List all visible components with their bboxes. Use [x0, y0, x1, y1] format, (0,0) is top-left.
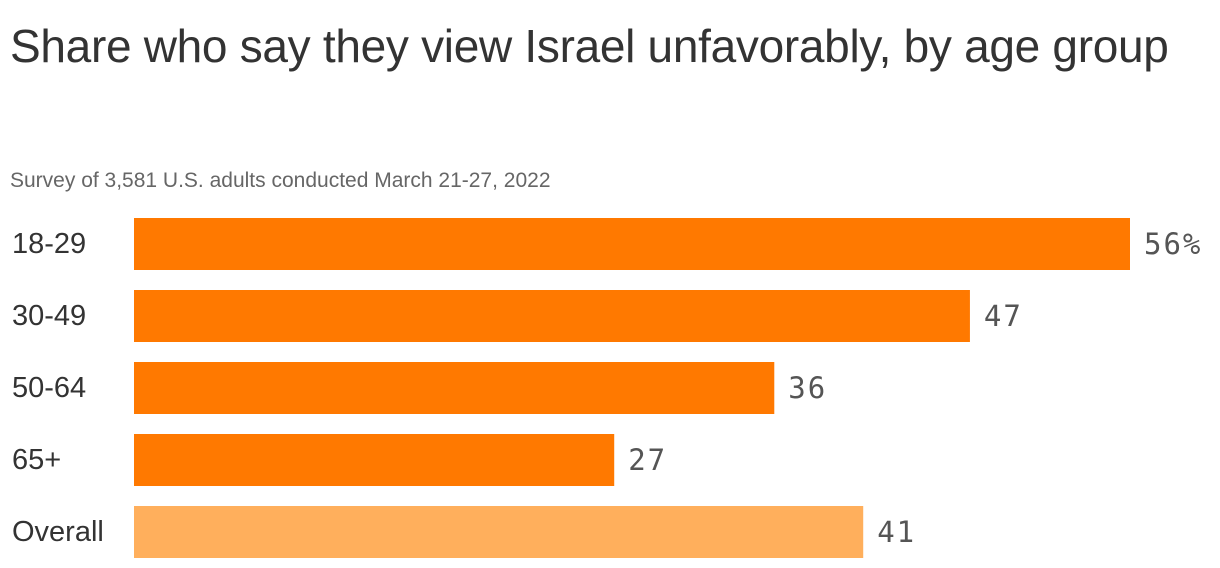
- bar-18-29: [134, 218, 1130, 270]
- category-label-18-29: 18-29: [12, 228, 86, 260]
- chart-title: Share who say they view Israel unfavorab…: [10, 20, 1169, 72]
- bar-30-49: [134, 290, 970, 342]
- bar-65: [134, 434, 615, 486]
- value-label-50-64: 36: [788, 371, 827, 405]
- chart-subtitle: Survey of 3,581 U.S. adults conducted Ma…: [10, 169, 551, 192]
- value-label-overall: 41: [877, 515, 916, 549]
- value-label-30-49: 47: [984, 299, 1023, 333]
- category-label-50-64: 50-64: [12, 372, 86, 404]
- bar-50-64: [134, 362, 775, 414]
- category-label-65: 65+: [12, 444, 61, 476]
- bar-overall: [134, 506, 864, 558]
- bar-chart: 18-29 56% 30-49 47 50-64 36 65+ 27 Overall 41: [12, 218, 1202, 558]
- category-label-30-49: 30-49: [12, 300, 86, 332]
- value-label-18-29: 56%: [1144, 227, 1202, 261]
- category-label-overall: Overall: [12, 516, 104, 548]
- value-label-65: 27: [628, 443, 667, 477]
